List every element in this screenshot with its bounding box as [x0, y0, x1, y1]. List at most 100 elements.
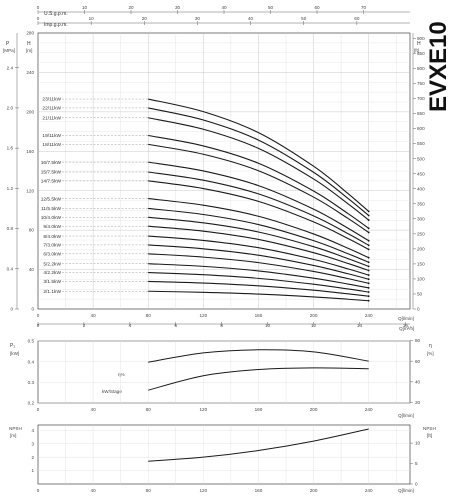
- bottom-axis-lmin-label: Q[l/min]: [398, 316, 414, 321]
- head-ft-tick-label: 450: [417, 171, 425, 176]
- npsh-ft-tick-label: 0: [415, 482, 418, 487]
- npsh-plot-frame: [37, 424, 411, 485]
- lmin-tick-label: 200: [310, 313, 318, 318]
- npsh-ft-tick-label: 5: [415, 461, 418, 466]
- hq-curve-end-marker: [367, 210, 370, 213]
- hq-curve-end-marker: [367, 291, 370, 293]
- pressure-tick-label: 2.0: [7, 106, 14, 111]
- hq-curve-label: 18/11kW: [42, 142, 61, 148]
- efficiency-bottom-tick-label: 80: [146, 407, 152, 412]
- m3h-tick-label: 4: [129, 323, 132, 328]
- hq-curve-label: 21/11kW: [42, 115, 61, 121]
- top-scale-tick-label: 0: [37, 16, 40, 21]
- hq-curve-2311kW: [148, 98, 370, 212]
- hq-curve-end-marker: [367, 269, 370, 272]
- top-scale-tick-label: 50: [301, 16, 307, 21]
- hq-curve-label: 11/5.5kW: [41, 206, 61, 212]
- head-m-axis-unit: [m]: [26, 48, 32, 53]
- power-tick-label: 0.3: [28, 380, 35, 385]
- lmin-tick-label: 0: [37, 313, 40, 318]
- top-axis-impgpm-label: Imp.g.p.m.: [44, 22, 68, 28]
- top-scale-tick-label: 70: [361, 5, 367, 10]
- m3h-tick-label: 16: [403, 323, 409, 328]
- top-scale-tick-label: 20: [128, 5, 134, 10]
- pressure-tick-label: 2.4: [7, 65, 14, 70]
- hq-curve-label: 14/7.5kW: [41, 179, 62, 185]
- npsh-m-tick-label: 1: [31, 468, 34, 473]
- hq-curve-end-marker: [367, 244, 370, 247]
- hq-curve-315kW: [148, 280, 369, 297]
- hq-curve-label: 5/2.2kW: [43, 261, 61, 267]
- efficiency-tick-label: 40: [415, 379, 421, 384]
- npsh-curve: [148, 428, 369, 462]
- head-m-tick-label: 240: [26, 70, 34, 75]
- power-curve: [148, 367, 369, 391]
- hq-curve-522kW: [148, 263, 369, 289]
- hq-curve-label: 6/3.0kW: [43, 252, 61, 258]
- head-ft-tick-label: 0: [417, 307, 420, 312]
- efficiency-tick-label: 20: [415, 400, 421, 405]
- head-ft-tick-label: 250: [417, 231, 425, 236]
- head-ft-tick-label: 300: [417, 216, 425, 221]
- power-curve-label: kW/Stage: [102, 389, 122, 394]
- efficiency-bottom-tick-label: 0: [37, 407, 40, 412]
- model-title: EVXE10: [425, 21, 452, 112]
- efficiency-tick-label: 80: [415, 338, 421, 343]
- power-axis-label: P₂: [10, 343, 15, 349]
- hq-curve-end-marker: [367, 299, 370, 302]
- head-ft-tick-label: 850: [417, 51, 425, 56]
- hq-curve-label: 2/1.1kW: [43, 289, 61, 295]
- top-scale-tick-label: 40: [221, 5, 227, 10]
- head-ft-tick-label: 350: [417, 201, 425, 206]
- top-scale-tick-label: 0: [37, 5, 40, 10]
- hq-curve-end-marker: [367, 282, 370, 285]
- npsh-ft-axis-label: NPSH: [423, 426, 436, 431]
- pressure-tick-label: 0: [10, 307, 13, 312]
- m3h-tick-label: 0: [37, 323, 40, 328]
- hq-curve-2111kW: [148, 117, 370, 221]
- lmin-tick-label: 240: [365, 313, 373, 318]
- top-scale-tick-label: 60: [314, 5, 320, 10]
- efficiency-bottom-tick-label: 120: [199, 407, 207, 412]
- npsh-m-tick-label: 4: [31, 428, 34, 433]
- npsh-bottom-tick-label: 80: [146, 488, 152, 493]
- hq-curve-1811kW: [148, 143, 369, 233]
- head-ft-tick-label: 700: [417, 96, 425, 101]
- eta-curve: [148, 349, 369, 363]
- head-ft-axis-label: H: [417, 41, 421, 47]
- efficiency-bottom-tick-label: 160: [255, 407, 263, 412]
- hq-curve-1475kW: [148, 180, 369, 250]
- bottom-axis-m3h-label: Q[m³/h]: [399, 326, 414, 331]
- efficiency-axis-unit: [%]: [427, 351, 434, 356]
- head-ft-tick-label: 200: [417, 246, 425, 251]
- hq-curve-end-marker: [367, 248, 370, 251]
- hq-curve-end-marker: [367, 256, 370, 259]
- head-ft-tick-label: 500: [417, 156, 425, 161]
- head-ft-tick-label: 650: [417, 111, 425, 116]
- hq-curve-940kW: [148, 225, 369, 272]
- hq-curve-end-marker: [367, 295, 370, 298]
- head-m-tick-label: 160: [26, 149, 34, 154]
- eta-curve-label: η%: [118, 372, 125, 377]
- hq-curve-1040kW: [148, 216, 369, 267]
- hq-curve-end-marker: [367, 214, 370, 217]
- power-tick-label: 0.5: [28, 339, 35, 344]
- hq-curve-end-marker: [367, 265, 370, 268]
- pressure-axis-label: P: [6, 41, 10, 47]
- efficiency-bottom-tick-label: 240: [365, 407, 373, 412]
- pressure-tick-label: 0.4: [7, 266, 14, 271]
- efficiency-tick-label: 60: [415, 359, 421, 364]
- head-m-tick-label: 40: [29, 267, 35, 272]
- head-ft-tick-label: 600: [417, 126, 425, 131]
- hq-curve-end-marker: [367, 287, 370, 289]
- hq-curve-label: 19/11kW: [42, 133, 61, 139]
- npsh-bottom-tick-label: 160: [255, 488, 263, 493]
- head-ft-tick-label: 550: [417, 141, 425, 146]
- npsh-bottom-tick-label: 0: [37, 488, 40, 493]
- npsh-m-axis-unit: [m]: [10, 433, 16, 438]
- head-ft-tick-label: 400: [417, 186, 425, 191]
- head-m-tick-label: 0: [31, 307, 34, 312]
- hq-curve-1155kW: [148, 207, 369, 263]
- npsh-bottom-tick-label: 40: [91, 488, 97, 493]
